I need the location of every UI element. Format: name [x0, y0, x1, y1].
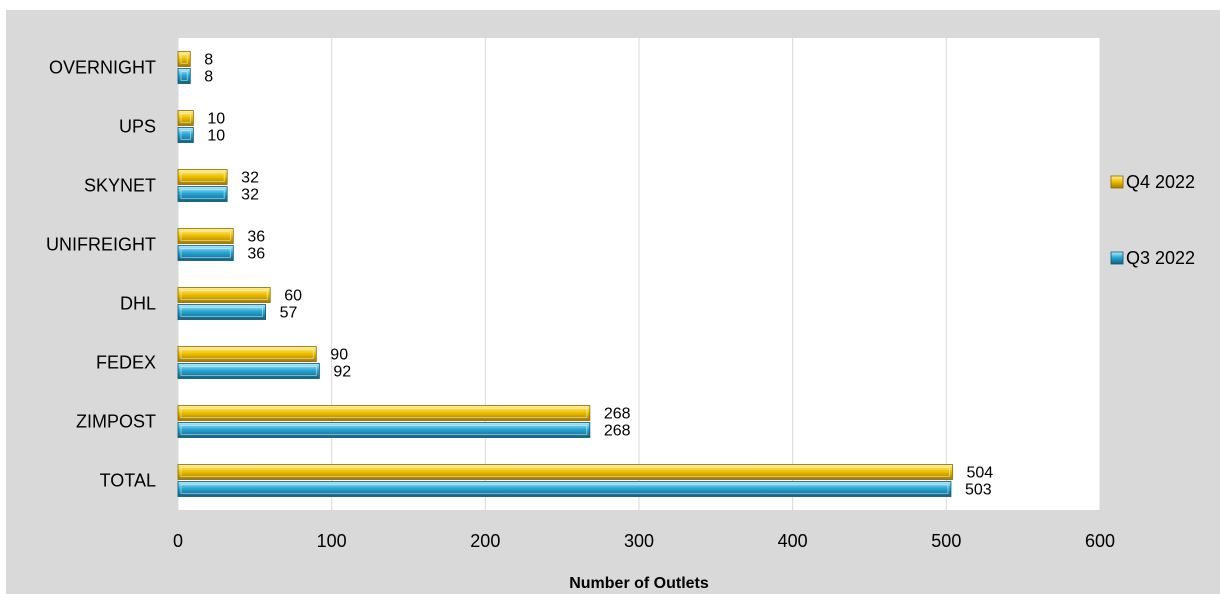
bar-q4-2022: [177, 464, 953, 480]
bar-bevel: [180, 130, 191, 140]
legend-swatch: [1110, 175, 1124, 189]
data-label: 90: [330, 347, 348, 364]
bar: [177, 363, 320, 379]
bar: [177, 110, 194, 126]
legend-swatch: [1110, 251, 1124, 265]
legend-label: Q4 2022: [1126, 172, 1195, 192]
bar-bevel: [180, 467, 950, 477]
category-label: OVERNIGHT: [49, 58, 156, 78]
bar-bevel: [180, 484, 949, 494]
bar: [177, 169, 228, 185]
category-label: ZIMPOST: [76, 412, 156, 432]
bar-bevel: [180, 54, 188, 64]
category-labels: OVERNIGHT UPS SKYNET UNIFREIGHT DHL FEDEX ZIMP…: [46, 58, 156, 491]
data-label: 32: [241, 187, 259, 204]
bar-bevel: [180, 71, 188, 81]
bar-q3-2022: [177, 245, 234, 261]
bar-bevel: [180, 290, 268, 300]
bar-bevel: [180, 189, 225, 199]
bar: [177, 405, 591, 421]
x-tick-label: 300: [624, 531, 654, 551]
bar-q4-2022: [177, 346, 317, 362]
bar: [177, 287, 271, 303]
bar: [177, 245, 234, 261]
bar-q4-2022: [177, 405, 591, 421]
bar-q3-2022: [177, 363, 320, 379]
category-label: DHL: [120, 294, 156, 314]
data-label: 36: [247, 229, 265, 246]
bar-bevel: [180, 307, 263, 317]
bar: [177, 304, 266, 320]
category-label: FEDEX: [96, 353, 156, 373]
bar-bevel: [180, 349, 314, 359]
category-label: SKYNET: [84, 176, 156, 196]
bar-q4-2022: [177, 169, 228, 185]
data-label: 32: [241, 170, 259, 187]
data-label: 92: [333, 364, 351, 381]
bar: [177, 346, 317, 362]
data-label: 268: [604, 423, 631, 440]
bar: [177, 127, 194, 143]
x-tick-label: 0: [173, 531, 183, 551]
bar-bevel: [180, 172, 225, 182]
data-label: 8: [204, 52, 213, 69]
bar-q3-2022: [177, 127, 194, 143]
bar: [177, 481, 952, 497]
legend-label: Q3 2022: [1126, 248, 1195, 268]
data-label: 57: [280, 305, 298, 322]
bar-q3-2022: [177, 481, 952, 497]
x-tick-label: 200: [470, 531, 500, 551]
bar-bevel: [180, 113, 191, 123]
bar-bevel: [180, 408, 588, 418]
bar-q3-2022: [177, 304, 266, 320]
category-label: UPS: [119, 117, 156, 137]
bar: [177, 186, 228, 202]
x-tick-label: 100: [317, 531, 347, 551]
x-tick-label: 400: [778, 531, 808, 551]
bar: [177, 51, 191, 67]
category-label: UNIFREIGHT: [46, 235, 156, 255]
data-label: 503: [965, 482, 992, 499]
data-label: 10: [207, 128, 225, 145]
data-label: 36: [247, 246, 265, 263]
bar: [177, 228, 234, 244]
bar: [177, 68, 191, 84]
bar-q3-2022: [177, 186, 228, 202]
bar-q4-2022: [177, 287, 271, 303]
bar-bevel: [180, 231, 231, 241]
bar-q4-2022: [177, 110, 194, 126]
bar-q3-2022: [177, 422, 591, 438]
data-label: 504: [966, 465, 993, 482]
bar-q4-2022: [177, 228, 234, 244]
bar-q3-2022: [177, 68, 191, 84]
x-tick-labels: 0 100 200 300 400 500 600: [173, 531, 1115, 551]
data-label: 268: [604, 406, 631, 423]
bars: [177, 51, 953, 497]
category-label: TOTAL: [100, 471, 156, 491]
data-label: 8: [204, 69, 213, 86]
bar-bevel: [180, 366, 317, 376]
bar: [177, 422, 591, 438]
bar: [177, 464, 953, 480]
data-label: 60: [284, 288, 302, 305]
bar-q4-2022: [177, 51, 191, 67]
data-label: 10: [207, 111, 225, 128]
legend: Q4 2022 Q3 2022: [1110, 172, 1195, 268]
bar-bevel: [180, 425, 588, 435]
x-tick-label: 500: [931, 531, 961, 551]
bar-bevel: [180, 248, 231, 258]
x-axis-title: Number of Outlets: [569, 575, 709, 592]
x-tick-label: 600: [1085, 531, 1115, 551]
